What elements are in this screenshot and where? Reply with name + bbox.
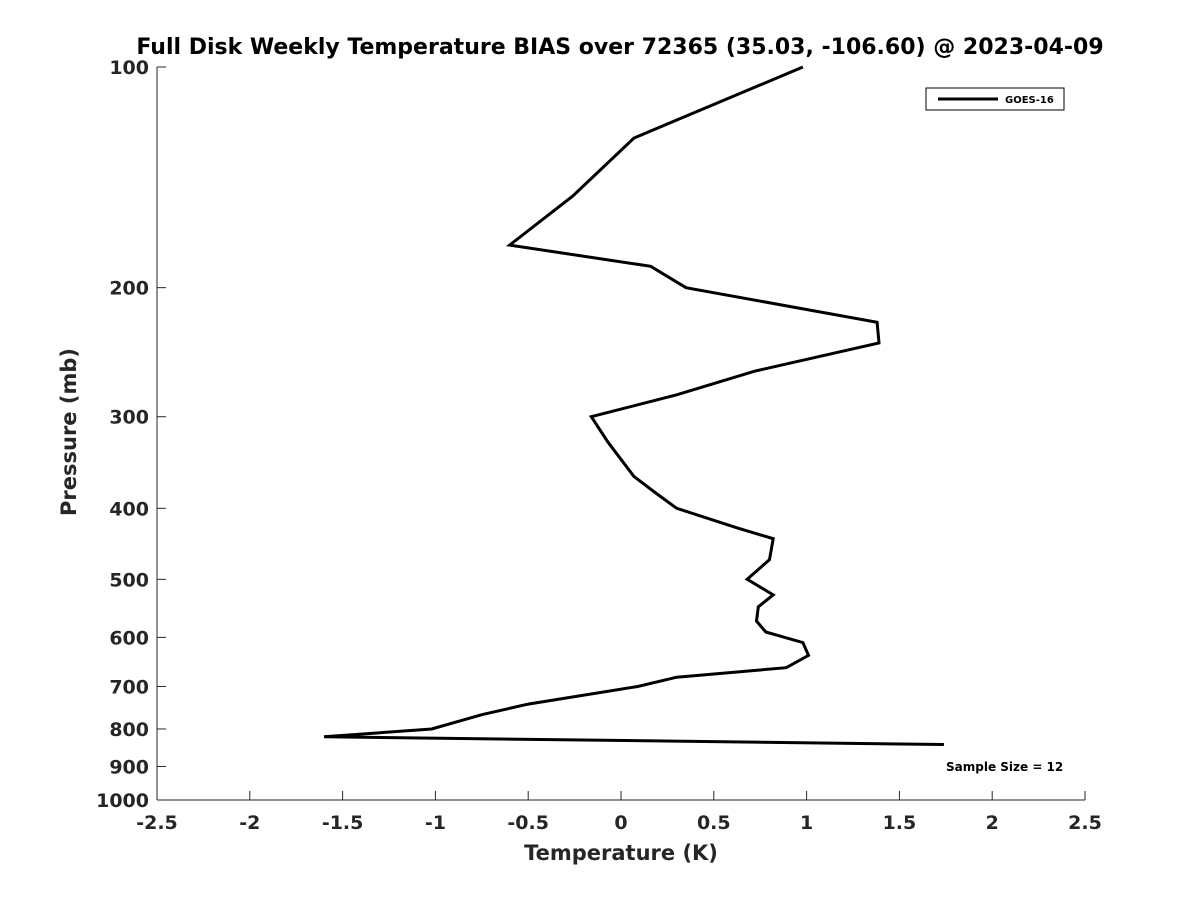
- x-tick-label: 2: [986, 812, 999, 834]
- y-tick-label: 200: [109, 278, 149, 300]
- legend-label: GOES-16: [1005, 95, 1054, 106]
- y-tick-label: 1000: [96, 790, 149, 812]
- chart-title: Full Disk Weekly Temperature BIAS over 7…: [136, 35, 1103, 60]
- x-tick-label: -0.5: [507, 812, 549, 834]
- x-tick-label: 0: [614, 812, 627, 834]
- x-axis-label: Temperature (K): [524, 841, 718, 865]
- axes: -2.5 -2 -1.5 -1 -0.5 0 0.5 1 1.5 2 2.5 100 200 300 400…: [96, 57, 1102, 834]
- x-tick-label: -1: [425, 812, 446, 834]
- x-tick-label: 0.5: [697, 812, 731, 834]
- sample-size-annotation: Sample Size = 12: [946, 760, 1063, 774]
- legend: GOES-16: [925, 87, 1065, 111]
- x-tick-label: -1.5: [322, 812, 364, 834]
- y-axis-label: Pressure (mb): [57, 348, 81, 516]
- y-tick-label: 300: [109, 407, 149, 429]
- x-tick-label: -2: [239, 812, 260, 834]
- series-line-goes-16: [323, 65, 944, 746]
- y-tick-label: 500: [109, 569, 149, 591]
- x-tick-label: 1.5: [883, 812, 917, 834]
- y-tick-label: 100: [109, 57, 149, 79]
- x-tick-label: 2.5: [1068, 812, 1102, 834]
- y-tick-label: 700: [109, 676, 149, 698]
- y-tick-label: 600: [109, 627, 149, 649]
- y-tick-label: 800: [109, 719, 149, 741]
- y-tick-label: 900: [109, 756, 149, 778]
- series-layer: [323, 65, 944, 746]
- y-tick-label: 400: [109, 498, 149, 520]
- x-tick-label: 1: [800, 812, 813, 834]
- x-tick-label: -2.5: [136, 812, 178, 834]
